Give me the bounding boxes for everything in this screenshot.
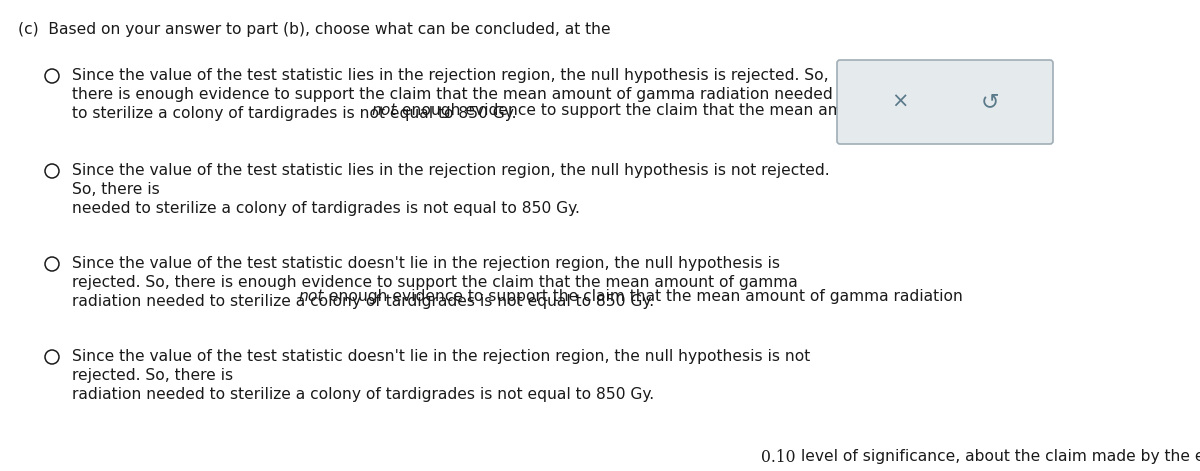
Text: Since the value of the test statistic lies in the rejection region, the null hyp: Since the value of the test statistic li… bbox=[72, 163, 829, 178]
Text: rejected. So, there is: rejected. So, there is bbox=[72, 368, 238, 383]
Text: needed to sterilize a colony of tardigrades is not equal to 850 Gy.: needed to sterilize a colony of tardigra… bbox=[72, 201, 580, 216]
Text: level of significance, about the claim made by the expert.: level of significance, about the claim m… bbox=[796, 449, 1200, 464]
Text: enough evidence to support the claim that the mean amount of gamma: enough evidence to support the claim tha… bbox=[397, 103, 962, 118]
Text: Since the value of the test statistic lies in the rejection region, the null hyp: Since the value of the test statistic li… bbox=[72, 68, 829, 83]
Text: radiation needed to sterilize a colony of tardigrades is not equal to 850 Gy.: radiation needed to sterilize a colony o… bbox=[72, 387, 654, 402]
Text: enough evidence to support the claim that the mean amount of gamma radiation: enough evidence to support the claim tha… bbox=[324, 289, 962, 304]
Text: to sterilize a colony of tardigrades is not equal to 850 Gy.: to sterilize a colony of tardigrades is … bbox=[72, 106, 516, 121]
Text: ↺: ↺ bbox=[980, 92, 1000, 112]
Text: there is enough evidence to support the claim that the mean amount of gamma radi: there is enough evidence to support the … bbox=[72, 87, 833, 102]
Text: So, there is: So, there is bbox=[72, 182, 164, 197]
Text: (c)  Based on your answer to part (b), choose what can be concluded, at the: (c) Based on your answer to part (b), ch… bbox=[18, 22, 616, 37]
Text: radiation needed to sterilize a colony of tardigrades is not equal to 850 Gy.: radiation needed to sterilize a colony o… bbox=[72, 294, 654, 309]
Text: ×: × bbox=[892, 92, 908, 112]
Text: 0.10: 0.10 bbox=[762, 449, 796, 466]
Text: Since the value of the test statistic doesn't lie in the rejection region, the n: Since the value of the test statistic do… bbox=[72, 349, 810, 364]
Text: Since the value of the test statistic doesn't lie in the rejection region, the n: Since the value of the test statistic do… bbox=[72, 256, 780, 271]
Text: not: not bbox=[372, 103, 397, 118]
Text: not: not bbox=[299, 289, 324, 304]
Text: rejected. So, there is enough evidence to support the claim that the mean amount: rejected. So, there is enough evidence t… bbox=[72, 275, 798, 290]
FancyBboxPatch shape bbox=[838, 60, 1054, 144]
